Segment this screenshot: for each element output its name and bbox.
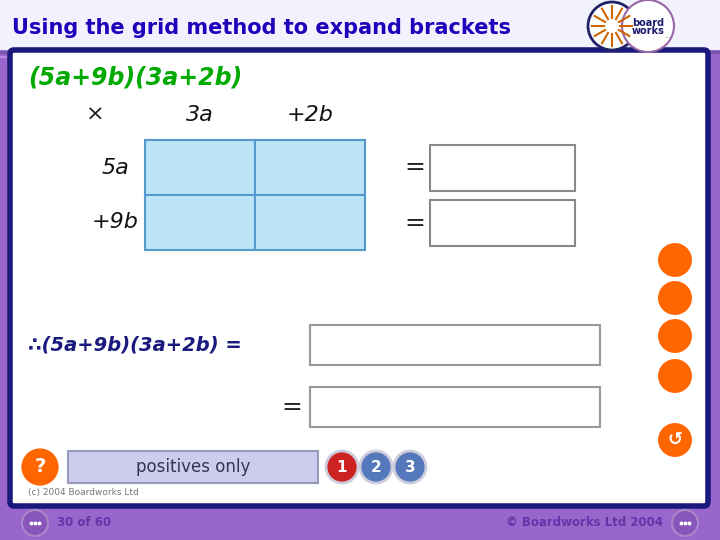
Text: Using the grid method to expand brackets: Using the grid method to expand brackets [12, 18, 511, 38]
Bar [310, 325, 600, 365]
Circle shape [657, 422, 693, 458]
Text: (5a+9b)(3a+2b): (5a+9b)(3a+2b) [28, 66, 242, 90]
Bar [145, 195, 255, 250]
Text: 2: 2 [371, 460, 382, 475]
Bar [0, 0, 720, 50]
Text: +2b: +2b [287, 105, 333, 125]
Text: =: = [405, 211, 426, 234]
Circle shape [326, 451, 358, 483]
Circle shape [657, 318, 693, 354]
Circle shape [657, 242, 693, 278]
Circle shape [22, 510, 48, 536]
Text: ...: ... [664, 30, 672, 39]
Bar [430, 199, 575, 246]
Text: positives only: positives only [136, 458, 250, 476]
Text: board: board [632, 18, 664, 28]
Bar [255, 195, 365, 250]
Bar [68, 451, 318, 483]
Text: ×: × [86, 105, 104, 125]
Text: ↺: ↺ [667, 431, 683, 449]
Bar [145, 140, 255, 195]
Text: +9b: +9b [91, 213, 138, 233]
Text: 3a: 3a [186, 105, 214, 125]
Text: ∴(5a+9b)(3a+2b) =: ∴(5a+9b)(3a+2b) = [28, 335, 242, 354]
Circle shape [657, 280, 693, 316]
Text: 30 of 60: 30 of 60 [57, 516, 111, 530]
Text: =: = [282, 395, 302, 419]
Text: works: works [631, 26, 665, 36]
Text: (c) 2004 Boardworks Ltd: (c) 2004 Boardworks Ltd [28, 489, 139, 497]
Text: © Boardworks Ltd 2004: © Boardworks Ltd 2004 [506, 516, 663, 530]
FancyBboxPatch shape [10, 50, 708, 506]
Text: 3: 3 [405, 460, 415, 475]
Text: =: = [405, 156, 426, 179]
Circle shape [622, 0, 674, 52]
Text: ?: ? [35, 457, 45, 476]
Bar [255, 140, 365, 195]
Text: 1: 1 [337, 460, 347, 475]
Circle shape [657, 358, 693, 394]
Bar [310, 387, 600, 427]
Circle shape [672, 510, 698, 536]
Circle shape [588, 2, 636, 50]
Bar [430, 145, 575, 191]
Circle shape [360, 451, 392, 483]
Circle shape [20, 447, 60, 487]
Circle shape [394, 451, 426, 483]
Text: 5a: 5a [101, 158, 129, 178]
